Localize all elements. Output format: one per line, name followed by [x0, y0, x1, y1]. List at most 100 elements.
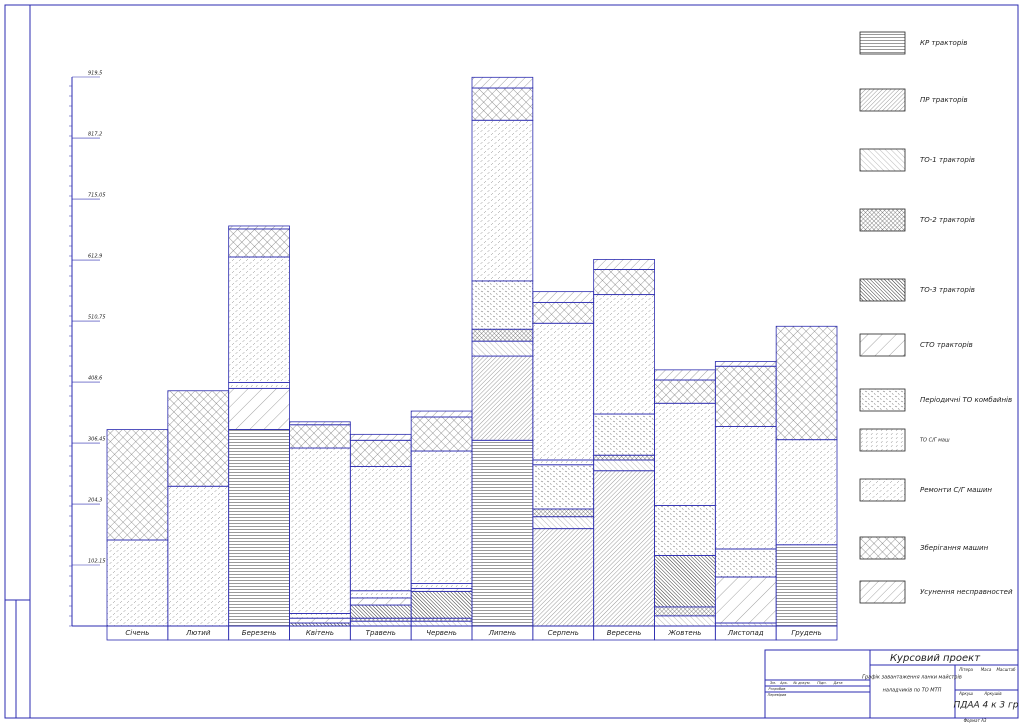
- bar-segment: [532, 528, 595, 627]
- tb-sheet: Аркуш: [958, 691, 973, 696]
- bar-segment: [532, 459, 595, 466]
- bar-segment: [532, 301, 595, 324]
- bar-segment: [593, 413, 655, 456]
- bar-segment: [349, 597, 412, 606]
- bar-segment: [654, 615, 716, 627]
- tb-mass: Маса: [981, 667, 992, 672]
- bar-segment: [593, 259, 655, 270]
- tb-subject: Графік завантаження ланки майстрів: [862, 675, 962, 681]
- tb-header: Підп.: [817, 681, 826, 685]
- bar-segment: [714, 426, 777, 550]
- bar-segment: [654, 555, 716, 608]
- bar-segment: [471, 119, 534, 282]
- bar-segment: [410, 617, 473, 622]
- bar-segment: [471, 280, 534, 330]
- bar-segment: [532, 291, 595, 303]
- tb-header: Зм.: [770, 681, 776, 685]
- bar-segment: [228, 256, 290, 383]
- legend-swatch: [859, 580, 906, 604]
- legend-swatch: [859, 148, 906, 172]
- x-tick-label: Квітень: [306, 629, 334, 637]
- bar-segment: [593, 454, 655, 461]
- bar-segment: [654, 504, 716, 556]
- bar-segment: [349, 590, 412, 599]
- legend-swatch: [859, 31, 906, 55]
- bar-segment: [532, 464, 595, 510]
- tb-header: Арк.: [779, 681, 788, 685]
- bar-segment: [714, 365, 777, 427]
- legend-swatch: [859, 388, 906, 412]
- tb-header: № докум.: [792, 681, 810, 685]
- bar-segment: [654, 402, 716, 506]
- bar-segment: [532, 322, 595, 461]
- legend-label: СТО тракторів: [920, 341, 973, 349]
- legend-label: ТО-2 тракторів: [920, 216, 975, 224]
- tb-role: Перевірив: [768, 693, 787, 697]
- bar-segment: [228, 429, 290, 627]
- legend-label: Зберігання машин: [920, 544, 989, 552]
- bar-segment: [349, 617, 412, 622]
- tb-subject: наладчиків по ТО МТП: [883, 688, 942, 694]
- tb-role: Розробив: [769, 687, 786, 691]
- y-tick-label: 510,75: [88, 315, 106, 321]
- bar-segment: [349, 433, 412, 441]
- bar-segment: [289, 617, 351, 624]
- bar-segment: [106, 429, 169, 541]
- bar-segment: [228, 225, 290, 230]
- bar-segment: [532, 516, 595, 530]
- bar-segment: [532, 508, 595, 518]
- x-tick-label: Жовтень: [667, 629, 701, 637]
- bar-segment: [471, 340, 534, 357]
- legend-label: Усунення несправностей: [920, 588, 1013, 596]
- bar-segment: [289, 421, 351, 426]
- bar-segment: [289, 622, 351, 627]
- tb-project: Курсовий проект: [890, 653, 981, 664]
- x-tick-label: Лютий: [185, 629, 211, 637]
- legend-swatch: [859, 536, 906, 560]
- bar-segment: [714, 548, 777, 578]
- title-block: Курсовий проект Графік завантаження ланк…: [764, 649, 1019, 723]
- bar-segment: [349, 466, 412, 592]
- bar-segment: [410, 450, 473, 585]
- bar-segment: [167, 485, 230, 627]
- bar-segment: [289, 447, 351, 614]
- bar-segment: [654, 606, 716, 617]
- y-tick-label: 306,45: [88, 437, 106, 443]
- legend-label: КР тракторів: [920, 39, 967, 47]
- x-tick-label: Червень: [426, 629, 457, 637]
- tb-letter: Літера: [958, 667, 973, 672]
- bar-segment: [289, 613, 351, 619]
- bar-segment: [410, 587, 473, 592]
- bar-segment: [593, 269, 655, 296]
- y-tick-label: 919,5: [88, 71, 102, 77]
- bar-segment: [471, 87, 534, 121]
- x-tick-label: Листопад: [727, 629, 764, 637]
- bar-segment: [228, 387, 290, 430]
- tb-header: Дата: [832, 681, 842, 685]
- x-tick-label: Травень: [366, 629, 396, 637]
- tb-format: Формат А3: [964, 718, 987, 723]
- y-tick-label: 102,15: [88, 559, 106, 565]
- legend-label: ПР тракторів: [920, 96, 968, 104]
- legend-swatch: [859, 478, 906, 502]
- bar-segment: [775, 439, 838, 546]
- title-block-frame: [764, 649, 1019, 719]
- bar-segment: [167, 390, 230, 487]
- legend-label: Ремонти С/Г машин: [920, 486, 992, 494]
- y-tick-label: 612,9: [88, 254, 102, 260]
- tb-scale: Масштаб: [996, 667, 1016, 672]
- legend-label: ТО-3 тракторів: [920, 286, 975, 294]
- bar-segment: [593, 294, 655, 415]
- bar-segment: [289, 424, 351, 449]
- x-tick-label: Січень: [125, 629, 149, 637]
- x-tick-label: Грудень: [791, 629, 821, 637]
- bar-segment: [410, 416, 473, 452]
- bar-segment: [593, 470, 655, 627]
- bar-segment: [410, 583, 473, 589]
- legend-swatch: [859, 333, 906, 357]
- legend-label: ТО С/Г маш: [920, 438, 950, 444]
- bar-segment: [714, 576, 777, 624]
- y-tick-label: 204,3: [88, 498, 102, 504]
- bar-segment: [714, 622, 777, 627]
